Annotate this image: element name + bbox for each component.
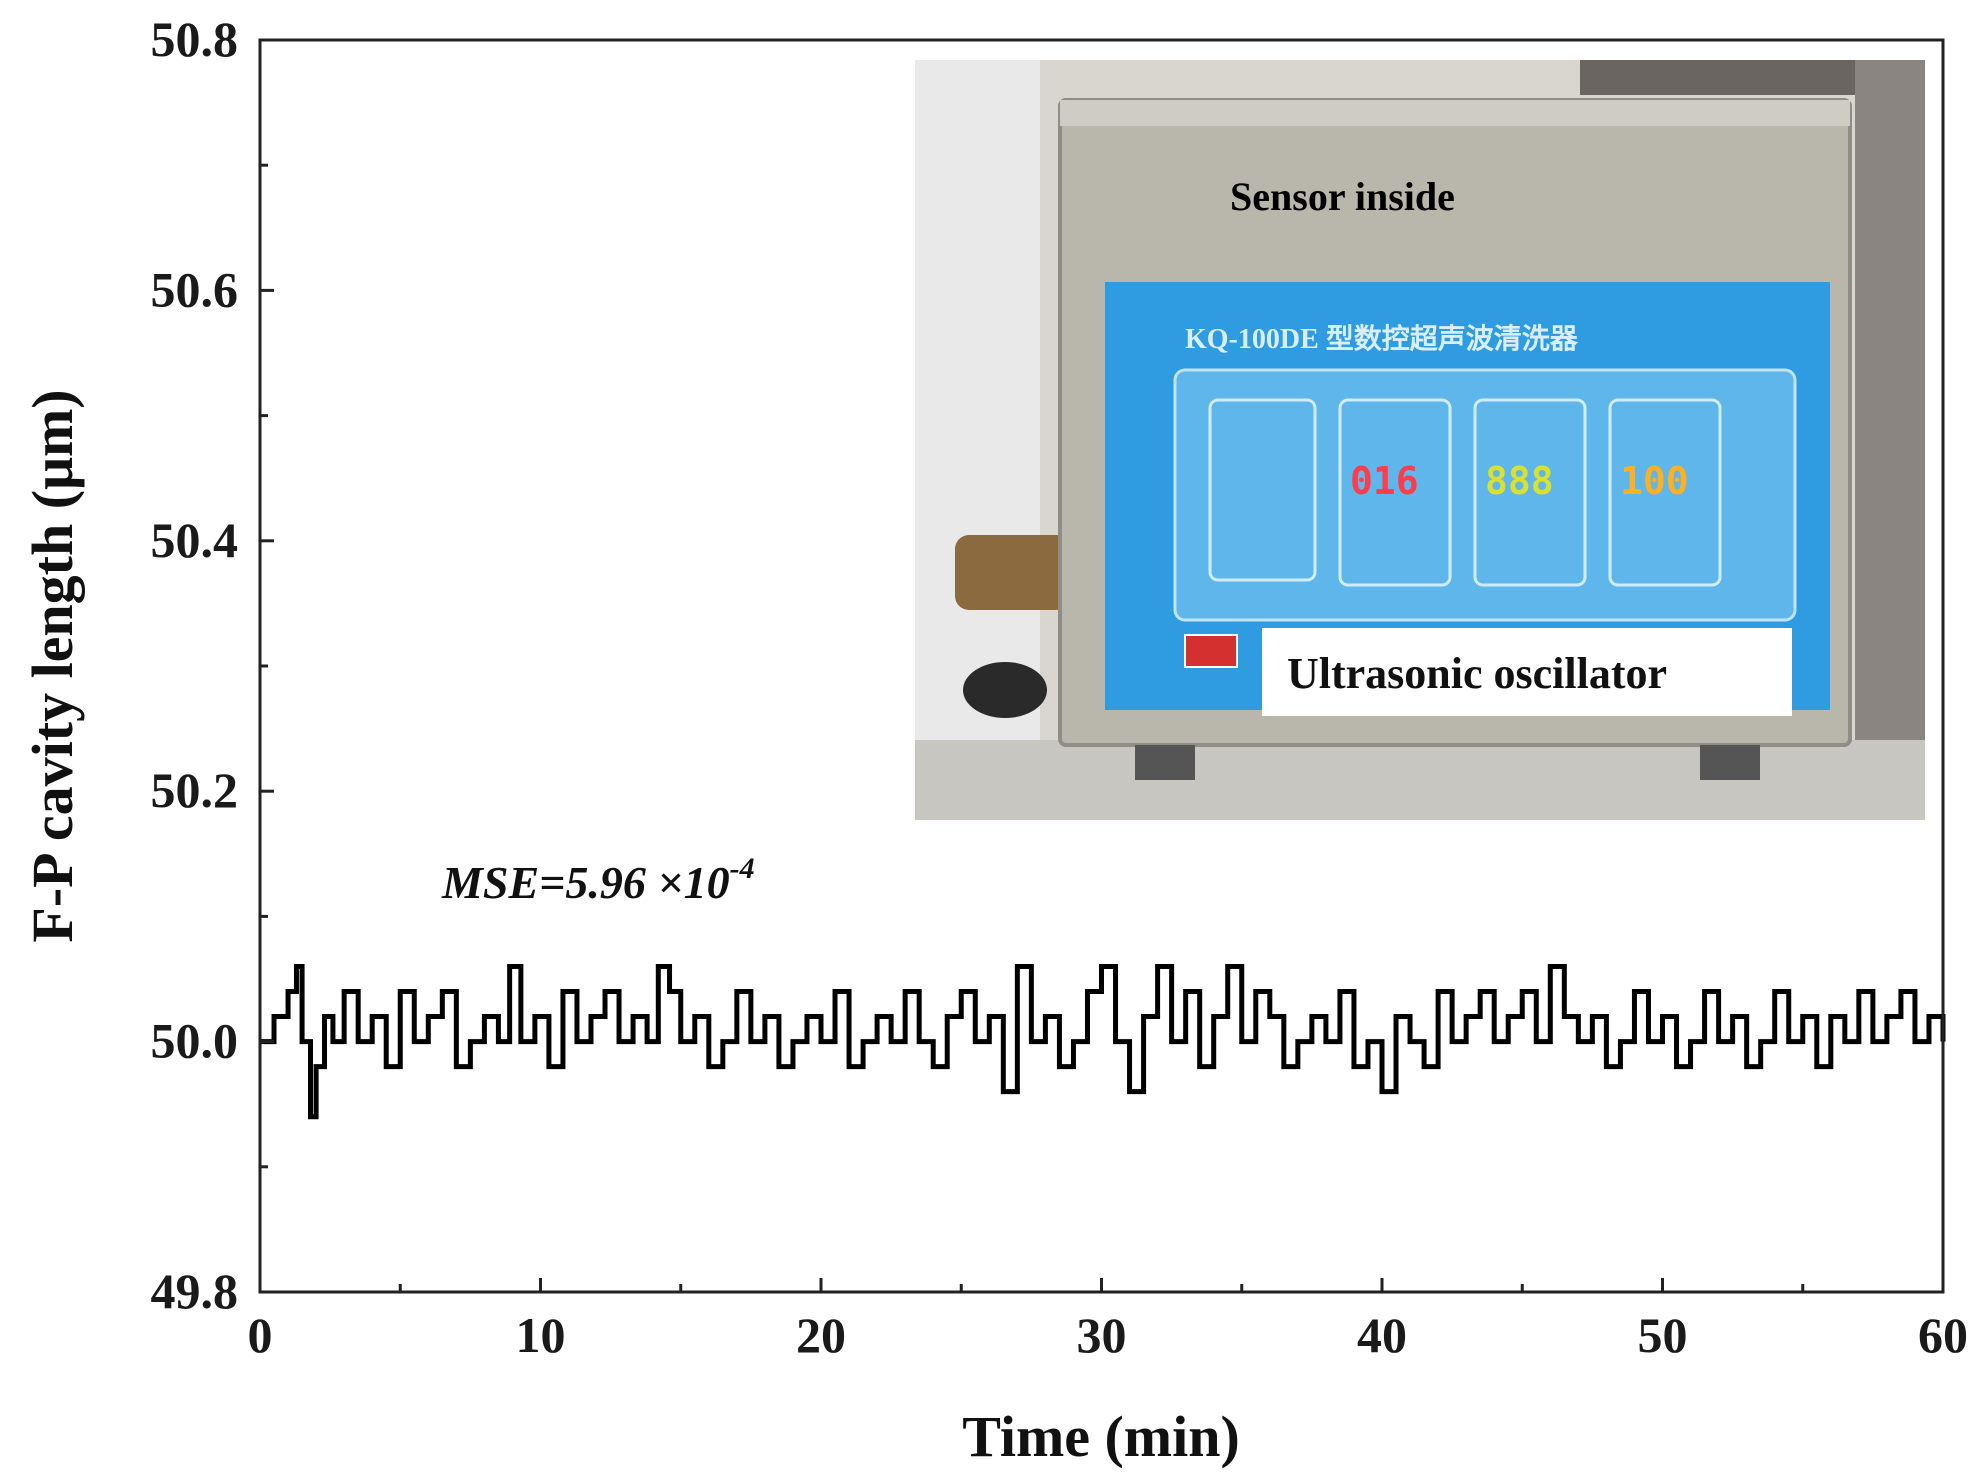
logo-mark bbox=[1184, 634, 1238, 668]
x-tick-label: 60 bbox=[1918, 1307, 1968, 1363]
x-tick-label: 30 bbox=[1077, 1307, 1127, 1363]
inset-dark-top bbox=[1580, 60, 1855, 95]
y-axis: 49.8 50.0 50.2 50.4 50.6 50.8 bbox=[151, 11, 274, 1319]
mse-text: MSE=5.96 ×10 bbox=[441, 857, 730, 908]
control-panel-inner bbox=[1173, 368, 1797, 622]
mse-exponent: -4 bbox=[730, 852, 755, 885]
tank-foot-right bbox=[1700, 745, 1760, 780]
sensor-inside-label: Sensor inside bbox=[1230, 174, 1455, 219]
button-group bbox=[1208, 398, 1317, 582]
x-axis-title: Time (min) bbox=[962, 1404, 1240, 1469]
y-tick-label: 50.4 bbox=[151, 512, 239, 568]
y-tick-label: 50.2 bbox=[151, 762, 239, 818]
y-tick-label: 49.8 bbox=[151, 1263, 239, 1319]
display-box-1 bbox=[1338, 398, 1452, 587]
inset-cable bbox=[963, 662, 1047, 718]
display-box-2 bbox=[1473, 398, 1587, 587]
y-tick-label: 50.8 bbox=[151, 11, 239, 67]
y-axis-title: F-P cavity length (μm) bbox=[20, 389, 85, 942]
x-tick-label: 10 bbox=[516, 1307, 566, 1363]
inset-floor bbox=[915, 740, 1925, 820]
control-panel-title: KQ-100DE 型数控超声波清洗器 bbox=[1185, 323, 1579, 355]
mse-annotation: MSE=5.96 ×10-4 bbox=[441, 852, 755, 908]
x-tick-label: 50 bbox=[1638, 1307, 1688, 1363]
inset-wall-right bbox=[1855, 60, 1925, 740]
callout-box bbox=[1262, 628, 1792, 716]
x-tick-label: 20 bbox=[796, 1307, 846, 1363]
x-tick-label: 0 bbox=[248, 1307, 273, 1363]
display-box-3 bbox=[1608, 398, 1722, 587]
series-line bbox=[260, 963, 1946, 1120]
y-tick-label: 50.6 bbox=[151, 261, 239, 317]
display-2: 888 bbox=[1485, 459, 1554, 503]
display-3: 100 bbox=[1620, 459, 1689, 503]
inset-wall-left bbox=[915, 60, 1040, 740]
x-axis: 0 10 20 30 40 50 60 bbox=[248, 1278, 1968, 1363]
y-tick-label: 50.0 bbox=[151, 1013, 239, 1069]
inset-photo: Sensor inside KQ-100DE 型数控超声波清洗器 016 888… bbox=[915, 60, 1925, 820]
tank-foot-left bbox=[1135, 745, 1195, 780]
callout-text: Ultrasonic oscillator bbox=[1287, 649, 1667, 698]
tank-rim bbox=[1060, 100, 1850, 126]
display-1: 016 bbox=[1350, 459, 1419, 503]
x-tick-label: 40 bbox=[1357, 1307, 1407, 1363]
inset-pipe bbox=[955, 535, 1070, 610]
